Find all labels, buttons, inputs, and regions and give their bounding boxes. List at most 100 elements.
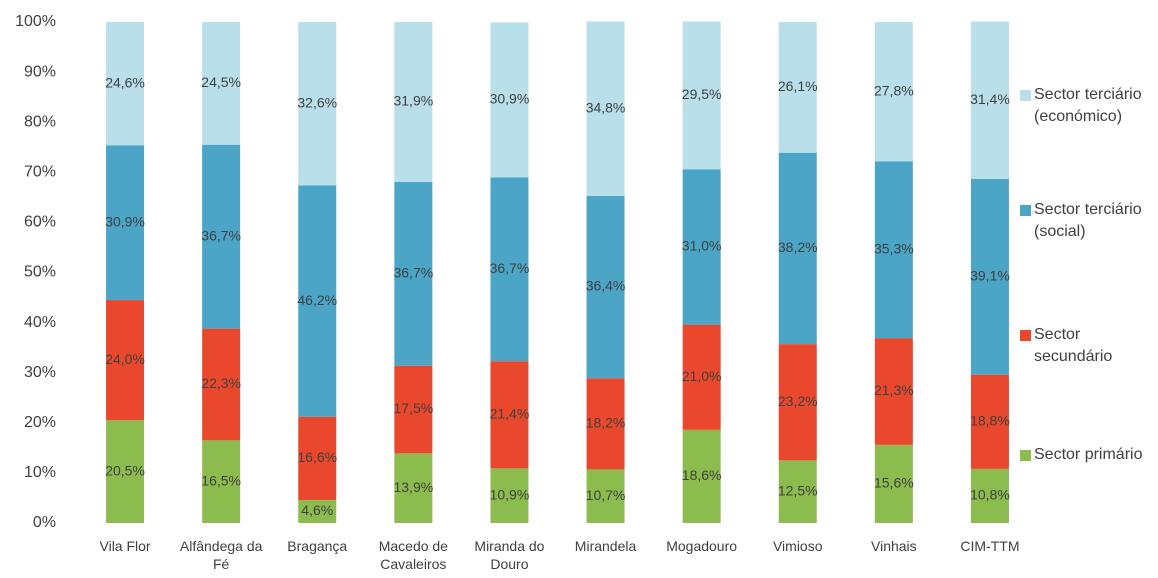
bar-segment	[490, 361, 529, 469]
y-tick-label: 100%	[15, 13, 56, 30]
legend-label: Sector primário	[1034, 446, 1143, 463]
data-label: 21,0%	[682, 368, 722, 384]
bar-segment	[682, 429, 721, 523]
bar-segment	[586, 469, 625, 523]
y-tick-label: 40%	[24, 314, 56, 331]
bar-segment	[778, 22, 817, 153]
data-label: 4,6%	[301, 502, 333, 518]
x-tick-label: Vinhais	[871, 538, 917, 554]
data-label: 24,6%	[105, 74, 145, 90]
data-label: 27,8%	[874, 82, 914, 98]
legend-swatch	[1020, 205, 1031, 216]
bar-segment	[970, 374, 1009, 469]
data-label: 21,3%	[874, 382, 914, 398]
y-tick-label: 0%	[33, 514, 56, 531]
data-label: 39,1%	[970, 267, 1010, 283]
data-label: 34,8%	[586, 99, 626, 115]
y-tick-label: 20%	[24, 414, 56, 431]
bar-segment	[970, 178, 1009, 375]
legend-label: Sector secundário	[1034, 326, 1113, 365]
data-label: 21,4%	[490, 405, 530, 421]
bar-segment	[970, 21, 1009, 179]
x-tick-label: Bragança	[287, 538, 348, 554]
bar-segment	[298, 185, 337, 417]
legend-swatch	[1020, 450, 1031, 461]
x-tick-label: Mogadouro	[666, 538, 738, 554]
y-tick-label: 50%	[24, 264, 56, 281]
data-label: 13,9%	[393, 479, 433, 495]
data-label: 31,4%	[970, 91, 1010, 107]
legend-label: Sector terciário (económico)	[1034, 86, 1142, 125]
data-label: 20,5%	[105, 462, 145, 478]
bar-segment	[586, 378, 625, 470]
bar-segment	[106, 420, 145, 523]
data-label: 18,8%	[970, 413, 1010, 429]
data-label: 30,9%	[105, 213, 145, 229]
data-label: 24,5%	[201, 74, 241, 90]
bar-segment	[394, 365, 433, 454]
data-label: 16,5%	[201, 472, 241, 488]
x-tick-label: Mirandela	[574, 538, 637, 554]
data-label: 35,3%	[874, 240, 914, 256]
data-label: 31,9%	[393, 93, 433, 109]
bar-segment	[970, 468, 1009, 523]
bar-segment	[106, 145, 145, 301]
bar-segment	[298, 499, 337, 523]
bar-segment	[490, 177, 529, 362]
bar-segment	[298, 22, 337, 186]
bar-segment	[874, 338, 913, 445]
bar-segment	[394, 453, 433, 523]
bar-segment	[778, 460, 817, 523]
data-label: 32,6%	[297, 94, 337, 110]
y-tick-label: 60%	[24, 214, 56, 231]
data-label: 29,5%	[682, 86, 722, 102]
data-label: 46,2%	[297, 292, 337, 308]
bar-segment	[394, 181, 433, 366]
bar-segment	[874, 444, 913, 523]
y-tick-label: 90%	[24, 63, 56, 80]
data-label: 36,7%	[201, 227, 241, 243]
x-tick-label: Miranda do Douro	[474, 538, 545, 572]
bar-segment	[202, 440, 241, 523]
data-label: 10,8%	[970, 487, 1010, 503]
data-label: 18,2%	[586, 415, 626, 431]
bar-segment	[874, 22, 913, 162]
x-tick-label: CIM-TTM	[960, 538, 1020, 554]
bar-segment	[490, 468, 529, 523]
data-label: 15,6%	[874, 475, 914, 491]
data-label: 22,3%	[201, 375, 241, 391]
x-tick-label: Vimioso	[772, 538, 823, 554]
data-label: 26,1%	[778, 78, 818, 94]
data-label: 36,7%	[490, 260, 530, 276]
bar-segment	[202, 328, 241, 441]
y-tick-label: 70%	[24, 164, 56, 181]
data-label: 12,5%	[778, 482, 818, 498]
data-label: 23,2%	[778, 393, 818, 409]
data-label: 18,6%	[682, 467, 722, 483]
data-label: 31,0%	[682, 238, 722, 254]
data-label: 38,2%	[778, 239, 818, 255]
bar-segment	[202, 22, 241, 145]
bar-segment	[586, 21, 625, 196]
legend-swatch	[1020, 330, 1031, 341]
y-tick-label: 10%	[24, 464, 56, 481]
bar-segment	[778, 152, 817, 345]
bar-segment	[778, 344, 817, 461]
data-label: 10,7%	[586, 487, 626, 503]
bar-segment	[490, 22, 529, 178]
data-label: 10,9%	[490, 486, 530, 502]
bar-segment	[586, 195, 625, 379]
data-label: 17,5%	[393, 400, 433, 416]
data-label: 36,7%	[393, 264, 433, 280]
x-tick-label: Macedo de Cavaleiros	[378, 538, 448, 572]
bar-segment	[298, 416, 337, 500]
bar-segment	[394, 22, 433, 182]
x-tick-label: Vila Flor	[99, 538, 151, 554]
data-label: 24,0%	[105, 351, 145, 367]
data-label: 30,9%	[490, 91, 530, 107]
bar-segment	[106, 22, 145, 146]
y-tick-label: 30%	[24, 364, 56, 381]
data-label: 36,4%	[586, 278, 626, 294]
